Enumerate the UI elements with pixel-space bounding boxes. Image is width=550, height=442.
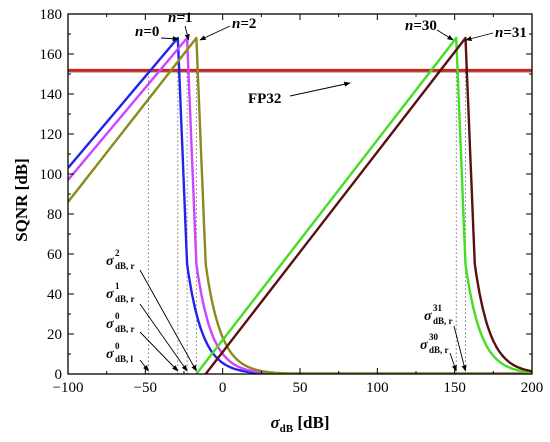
arrow-sigma-30-r [449, 352, 457, 372]
x-tick-label: 150 [443, 380, 466, 396]
arrow-sigma-0-r [139, 331, 179, 372]
x-axis-title: σdB [dB] [270, 413, 329, 435]
sigma-superscript: 0 [115, 311, 120, 321]
y-tick-label: 40 [47, 287, 62, 303]
y-tick-label: 60 [47, 247, 62, 263]
arrow-n0 [160, 36, 179, 42]
y-tick-label: 160 [40, 47, 63, 63]
x-tick-label: −50 [134, 380, 157, 396]
series-line-n-30 [195, 36, 532, 374]
sigma-subscript: dB, r [115, 261, 135, 271]
label-sigma-2-r: σ2 dB, r [106, 248, 135, 271]
x-tick-label: 100 [366, 380, 389, 396]
label-sigma-1-r: σ1 dB, r [106, 281, 135, 304]
sigma-subscript: dB, r [115, 324, 135, 334]
label-n31: n=31 [495, 25, 527, 41]
y-axis-title: SQNR [dB] [12, 158, 31, 242]
sigma-symbol: σ [106, 317, 114, 332]
arrow-n31 [465, 32, 494, 42]
arrow-sigma-31-r [453, 325, 467, 372]
sigma-symbol: σ [424, 309, 432, 324]
series-layer [68, 36, 532, 374]
series-line-n-31 [204, 36, 532, 374]
x-axis-title-subscript: dB [280, 423, 294, 435]
reference-line-layer [68, 68, 532, 73]
label-sigma-0-r: σ0 dB, r [106, 311, 135, 334]
sigma-symbol: σ [420, 338, 428, 353]
y-tick-label: 100 [40, 167, 63, 183]
sigma-superscript: 30 [429, 332, 439, 342]
label-sigma-30-r: σ30 dB, r [420, 332, 449, 355]
sigma-symbol: σ [106, 347, 114, 362]
y-tick-label: 120 [40, 127, 63, 143]
x-axis-title-unit: [dB] [293, 413, 329, 432]
x-tick-label: 50 [293, 380, 308, 396]
sigma-subscript: dB, r [115, 294, 135, 304]
label-n2: n=2 [232, 16, 256, 32]
sigma-subscript: dB, l [115, 354, 134, 364]
x-axis-title-symbol: σ [270, 413, 280, 432]
sigma-subscript: dB, r [433, 316, 453, 326]
sigma-subscript: dB, r [429, 345, 449, 355]
sigma-superscript: 31 [433, 303, 443, 313]
label-n0: n=0 [135, 24, 159, 40]
label-sigma-31-r: σ31 dB, r [424, 303, 453, 326]
y-tick-label: 80 [47, 207, 62, 223]
x-tick-label: 0 [219, 380, 227, 396]
arrow-n2 [199, 25, 231, 41]
arrow-n1 [184, 25, 190, 41]
y-tick-label: 0 [55, 367, 63, 383]
sigma-symbol: σ [106, 287, 114, 302]
label-sigma-0-l: σ0 dB, l [106, 341, 134, 364]
arrow-sigma-2-r [139, 269, 197, 372]
y-tick-label: 20 [47, 327, 62, 343]
arrow-n30 [436, 29, 454, 41]
label-n1: n=1 [168, 10, 192, 26]
x-tick-label: 200 [521, 380, 544, 396]
x-tick-label: −100 [53, 380, 84, 396]
arrow-sigma-1-r [139, 303, 188, 372]
sigma-superscript: 1 [115, 281, 120, 291]
arrow-fp32 [289, 81, 351, 97]
sigma-superscript: 2 [115, 248, 120, 258]
sigma-symbol: σ [106, 254, 114, 269]
label-n30: n=30 [405, 18, 437, 34]
label-fp32: FP32 [248, 91, 281, 107]
vertical-marker-layer [148, 68, 466, 374]
tick-layer: −100 −50 0 50 100 150 200020406080100120140160… [40, 7, 544, 396]
sigma-superscript: 0 [115, 341, 120, 351]
arrow-sigma-0-l [139, 359, 149, 372]
y-tick-label: 180 [40, 7, 63, 23]
y-tick-label: 140 [40, 87, 63, 103]
